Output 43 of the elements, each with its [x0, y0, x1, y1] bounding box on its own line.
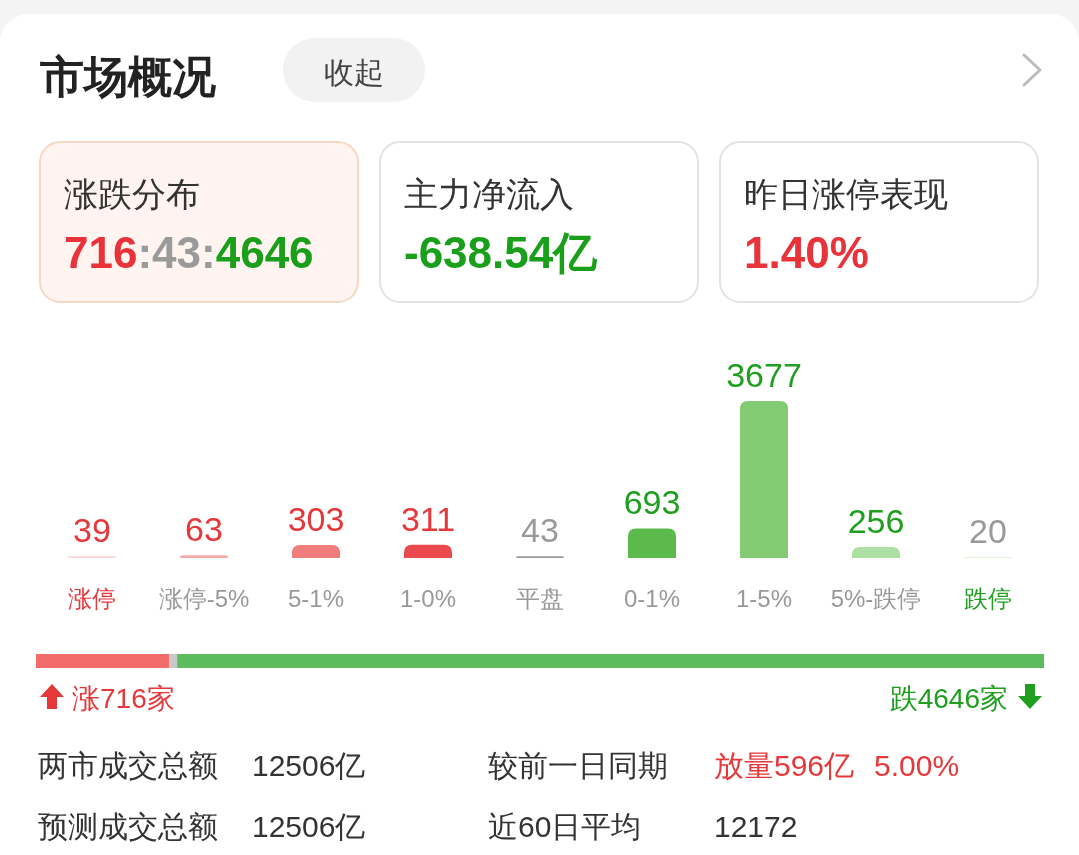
text: 716:43:4646 — [64, 228, 314, 277]
text: 收起 — [324, 56, 384, 89]
data-label: 20 — [969, 512, 1007, 551]
x-tick-label: 0-1% — [623, 585, 681, 612]
x-tick-label: 跌停 — [964, 585, 1012, 612]
x-tick-label: 5%-跌停 — [830, 585, 922, 612]
text: 昨日涨停表现 — [744, 175, 948, 213]
data-label: 63 — [185, 510, 223, 549]
text: 跌4646家 — [889, 683, 1008, 714]
text: 12506亿 — [252, 749, 366, 782]
text: 较前一日同期 — [488, 749, 668, 782]
x-tick-label: 涨停 — [68, 585, 116, 612]
x-tick-label: 1-0% — [399, 585, 457, 612]
text: 放量596亿 — [714, 749, 855, 782]
text: 涨跌分布 — [64, 175, 200, 213]
bar — [740, 401, 788, 558]
text: 12506亿 — [252, 810, 366, 843]
data-label: 3677 — [726, 356, 802, 394]
text: 两市成交总额 — [38, 749, 218, 782]
text: -638.54亿 — [404, 228, 599, 277]
data-label: 43 — [521, 511, 559, 550]
data-label: 303 — [287, 500, 345, 539]
x-tick-label: 5-1% — [287, 585, 345, 612]
bar — [180, 555, 228, 558]
bar — [404, 544, 452, 558]
bar — [628, 528, 676, 558]
text: 主力净流入 — [404, 175, 574, 213]
x-tick-label: 1-5% — [735, 585, 793, 612]
x-tick-label: 平盘 — [516, 585, 564, 612]
bar — [852, 547, 900, 558]
text: 涨716家 — [72, 683, 175, 714]
text: 预测成交总额 — [38, 810, 218, 843]
x-tick-label: 涨停-5% — [158, 585, 250, 612]
data-label: 256 — [847, 502, 905, 541]
text: 12172 — [714, 810, 798, 843]
text: 近60日平均 — [488, 810, 642, 843]
data-label: 693 — [623, 483, 681, 522]
text: 5.00% — [874, 749, 960, 782]
data-label: 311 — [400, 499, 456, 538]
text: 市场概况 — [40, 52, 216, 101]
bar — [292, 545, 340, 558]
data-label: 39 — [73, 511, 111, 550]
text: 1.40% — [744, 228, 869, 277]
